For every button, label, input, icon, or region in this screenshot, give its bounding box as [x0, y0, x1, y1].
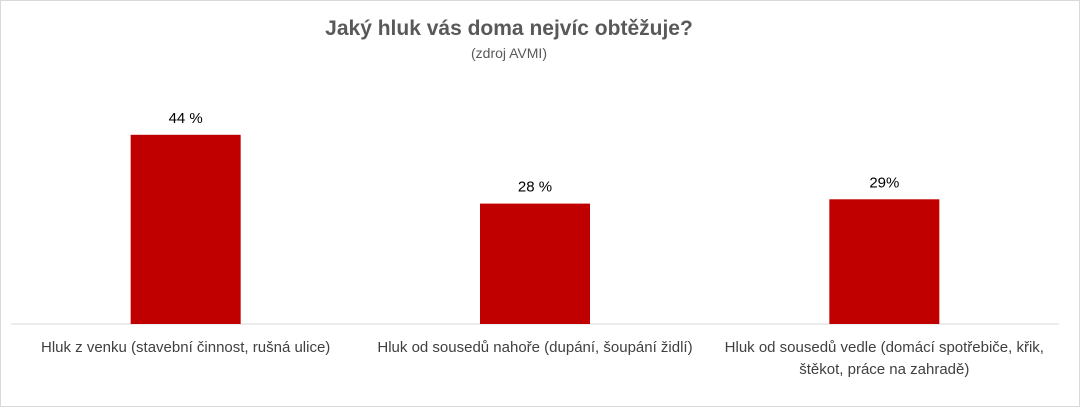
category-label-0: Hluk z venku (stavební činnost, rušná ul…	[41, 339, 331, 356]
chart-title: Jaký hluk vás doma nejvíc obtěžuje?	[325, 17, 693, 40]
category-label-1: Hluk od sousedů nahoře (dupání, šoupání …	[377, 339, 693, 356]
data-label-1: 28 %	[518, 179, 552, 196]
category-label-2: Hluk od sousedů vedle (domácí spotřebiče…	[724, 339, 1044, 378]
bar-0	[130, 134, 241, 324]
chart-subtitle: (zdroj AVMI)	[471, 45, 547, 61]
data-label-0: 44 %	[169, 110, 203, 127]
bar-1	[480, 203, 590, 324]
data-label-2: 29%	[869, 174, 899, 191]
bar-2	[829, 199, 940, 324]
